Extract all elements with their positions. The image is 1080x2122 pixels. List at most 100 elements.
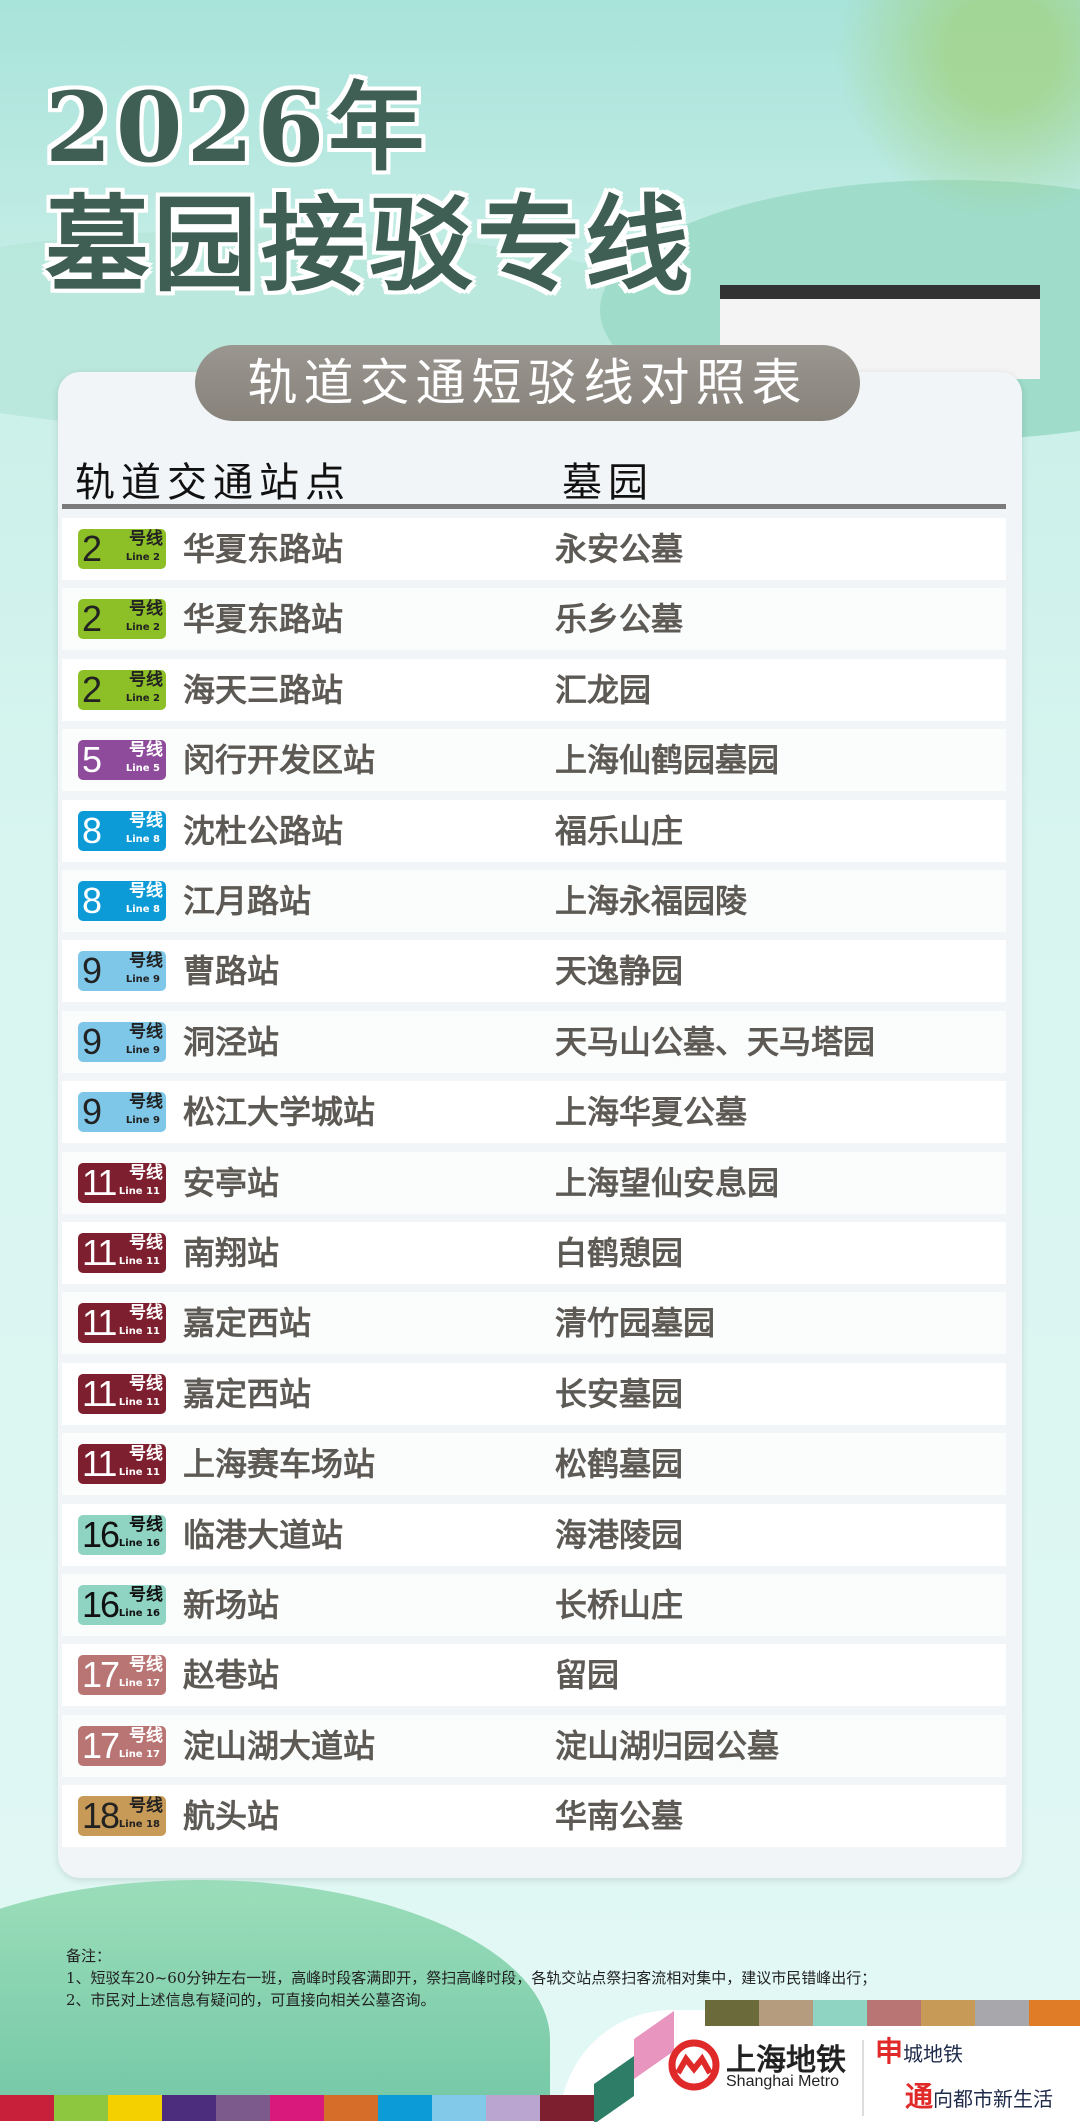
stripe-segment xyxy=(921,2000,975,2026)
line-number: 11 xyxy=(82,1443,117,1485)
title-main: 墓园接驳专线 xyxy=(45,183,694,306)
line-label-en: Line 9 xyxy=(125,974,160,986)
table-row: 11 号线 Line 11 南翔站 白鹤憩园 xyxy=(62,1222,1006,1284)
line-label-en: Line 11 xyxy=(118,1185,160,1197)
line-number: 16 xyxy=(82,1584,120,1625)
footer-divider xyxy=(862,2040,864,2116)
line-badge: 11 号线 Line 11 xyxy=(78,1372,166,1414)
line-label-zh: 号线 xyxy=(129,881,163,901)
stripe-segment xyxy=(486,2095,540,2121)
table-row: 11 号线 Line 11 嘉定西站 长安墓园 xyxy=(62,1362,1006,1425)
stripe-segment xyxy=(216,2095,270,2121)
line-label-en: Line 8 xyxy=(125,904,160,915)
stripe-segment xyxy=(162,2095,216,2121)
line-number: 11 xyxy=(82,1232,117,1273)
line-label-zh: 号线 xyxy=(129,1444,163,1465)
station-name: 淀山湖大道站 xyxy=(183,1726,376,1765)
stripe-segment xyxy=(813,2000,867,2026)
line-label-zh: 号线 xyxy=(129,1373,163,1394)
line-badge: 17 号线 Line 17 xyxy=(78,1654,166,1696)
station-name: 赵巷站 xyxy=(183,1656,280,1695)
title-year: 2026年 xyxy=(45,71,429,184)
line-badge: 2 号线 Line 2 xyxy=(78,668,166,710)
line-badge: 2 号线 Line 2 xyxy=(78,599,166,640)
logo-text-en: Shanghai Metro xyxy=(726,2073,839,2090)
table-row: 18 号线 Line 18 航头站 华南公墓 xyxy=(62,1785,1006,1848)
line-badge: 16 号线 Line 16 xyxy=(78,1513,166,1555)
station-name: 沈杜公路站 xyxy=(183,811,344,850)
line-badge: 8 号线 Line 8 xyxy=(78,810,166,851)
line-label-en: Line 11 xyxy=(118,1467,160,1479)
line-label-zh: 号线 xyxy=(129,810,163,831)
table-row: 11 号线 Line 11 安亭站 上海望仙安息园 xyxy=(62,1151,1006,1214)
line-label-en: Line 11 xyxy=(118,1326,160,1338)
stripe-segment xyxy=(867,2000,921,2026)
line-number: 9 xyxy=(82,1020,102,1062)
stripe-segment xyxy=(759,2000,813,2026)
line-number: 16 xyxy=(82,1513,120,1555)
cemetery-name: 福乐山庄 xyxy=(555,811,684,850)
line-number: 2 xyxy=(82,528,102,569)
line-label-en: Line 18 xyxy=(118,1819,160,1831)
slogan-line-2: 通向都市新生活 xyxy=(905,2075,1053,2115)
stripe-segment xyxy=(108,2095,162,2121)
stripe-segment xyxy=(54,2095,108,2121)
willow-illustration xyxy=(820,0,1080,260)
station-name: 嘉定西站 xyxy=(183,1304,312,1343)
line-label-en: Line 2 xyxy=(125,692,160,704)
station-name: 安亭站 xyxy=(183,1163,280,1202)
line-label-en: Line 2 xyxy=(125,622,160,634)
line-label-zh: 号线 xyxy=(129,951,163,972)
cemetery-name: 白鹤憩园 xyxy=(555,1234,684,1272)
cemetery-name: 淀山湖归园公墓 xyxy=(555,1726,780,1765)
line-badge: 11 号线 Line 11 xyxy=(78,1303,166,1344)
line-label-en: Line 17 xyxy=(118,1748,160,1760)
line-label-zh: 号线 xyxy=(129,1162,163,1183)
line-label-en: Line 11 xyxy=(118,1396,160,1408)
line-badge: 18 号线 Line 18 xyxy=(78,1795,166,1837)
cemetery-name: 汇龙园 xyxy=(555,670,652,709)
notes: 备注： 1、短驳车20~60分钟左右一班，高峰时段客满即开，祭扫高峰时段，各轨交… xyxy=(66,1945,1026,2011)
station-name: 江月路站 xyxy=(183,882,312,920)
cemetery-name: 长桥山庄 xyxy=(555,1586,684,1624)
line-label-en: Line 5 xyxy=(125,763,160,775)
line-label-zh: 号线 xyxy=(129,529,163,549)
line-number: 18 xyxy=(82,1795,120,1837)
line-label-zh: 号线 xyxy=(129,1585,163,1605)
line-number: 11 xyxy=(82,1372,117,1414)
cemetery-name: 海港陵园 xyxy=(555,1515,684,1554)
cemetery-name: 清竹园墓园 xyxy=(555,1304,716,1343)
line-label-en: Line 8 xyxy=(125,833,160,845)
line-number: 2 xyxy=(82,668,102,710)
line-label-en: Line 11 xyxy=(118,1256,160,1267)
line-number: 17 xyxy=(82,1654,120,1696)
stripe-segment xyxy=(270,2095,324,2121)
stripe-segment xyxy=(432,2095,486,2121)
station-name: 华夏东路站 xyxy=(183,600,344,639)
stripe-segment xyxy=(0,2095,54,2121)
cemetery-name: 华南公墓 xyxy=(555,1797,684,1836)
station-name: 上海赛车场站 xyxy=(183,1445,376,1484)
line-label-en: Line 16 xyxy=(118,1608,160,1619)
table-row: 17 号线 Line 17 淀山湖大道站 淀山湖归园公墓 xyxy=(62,1714,1006,1777)
stripe-segment xyxy=(975,2000,1029,2026)
table-row: 9 号线 Line 9 洞泾站 天马山公墓、天马塔园 xyxy=(62,1010,1006,1073)
line-number: 8 xyxy=(82,880,102,921)
cemetery-name: 上海望仙安息园 xyxy=(555,1163,780,1202)
line-label-zh: 号线 xyxy=(129,669,163,690)
table-row: 8 号线 Line 8 沈杜公路站 福乐山庄 xyxy=(62,799,1006,862)
table-row: 17 号线 Line 17 赵巷站 留园 xyxy=(62,1644,1006,1707)
notes-heading: 备注： xyxy=(66,1947,112,1965)
cemetery-name: 乐乡公墓 xyxy=(555,600,684,639)
slogan-text: 城地铁 xyxy=(903,2042,964,2066)
header-divider xyxy=(62,504,1006,509)
line-badge: 9 号线 Line 9 xyxy=(78,1020,166,1062)
line-label-en: Line 2 xyxy=(125,552,160,563)
cemetery-name: 天马山公墓、天马塔园 xyxy=(555,1022,876,1061)
stripe-segment xyxy=(705,2000,759,2026)
station-name: 闵行开发区站 xyxy=(183,741,376,780)
line-badge: 9 号线 Line 9 xyxy=(78,1092,166,1133)
line-badge: 11 号线 Line 11 xyxy=(78,1162,166,1203)
line-badge: 11 号线 Line 11 xyxy=(78,1233,166,1273)
